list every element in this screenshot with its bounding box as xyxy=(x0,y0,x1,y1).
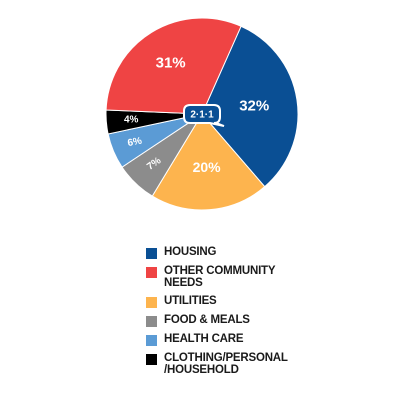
pie-slice-other-community-needs xyxy=(105,17,242,115)
data-label-housing: 32% xyxy=(239,97,269,114)
legend-label-utilities: UTILITIES xyxy=(164,295,217,307)
legend-swatch-health-care xyxy=(146,335,157,346)
chart-legend: HOUSING OTHER COMMUNITY NEEDS UTILITIES … xyxy=(146,246,396,382)
legend-item-other-community-needs: OTHER COMMUNITY NEEDS xyxy=(146,265,396,289)
legend-item-clothing-personal-household: CLOTHING/PERSONAL /HOUSEHOLD xyxy=(146,352,396,376)
pie-chart: 32%20%7%6%4%31%2·1·1 xyxy=(105,17,299,211)
pie-slice-housing xyxy=(201,25,299,188)
pie-slice-utilities xyxy=(151,113,266,211)
data-label-health-care: 6% xyxy=(127,136,143,149)
legend-label-health-care: HEALTH CARE xyxy=(164,333,244,345)
data-label-other-community-needs: 31% xyxy=(156,54,186,71)
legend-label-other-community-needs: OTHER COMMUNITY NEEDS xyxy=(164,265,276,289)
center-logo-icon: 2·1·1 xyxy=(183,104,225,127)
center-logo-text: 2·1·1 xyxy=(190,110,214,121)
legend-item-food-meals: FOOD & MEALS xyxy=(146,314,396,327)
legend-swatch-clothing-personal-household xyxy=(146,354,157,365)
data-label-clothing-personal-household: 4% xyxy=(124,115,139,126)
legend-item-utilities: UTILITIES xyxy=(146,295,396,308)
legend-label-housing: HOUSING xyxy=(164,246,217,258)
legend-label-food-meals: FOOD & MEALS xyxy=(164,314,250,326)
legend-label-clothing-personal-household: CLOTHING/PERSONAL /HOUSEHOLD xyxy=(164,352,288,376)
legend-item-housing: HOUSING xyxy=(146,246,396,259)
legend-swatch-housing xyxy=(146,248,157,259)
data-label-utilities: 20% xyxy=(193,159,222,175)
legend-swatch-food-meals xyxy=(146,316,157,327)
legend-swatch-other-community-needs xyxy=(146,267,157,278)
legend-item-health-care: HEALTH CARE xyxy=(146,333,396,346)
legend-swatch-utilities xyxy=(146,297,157,308)
